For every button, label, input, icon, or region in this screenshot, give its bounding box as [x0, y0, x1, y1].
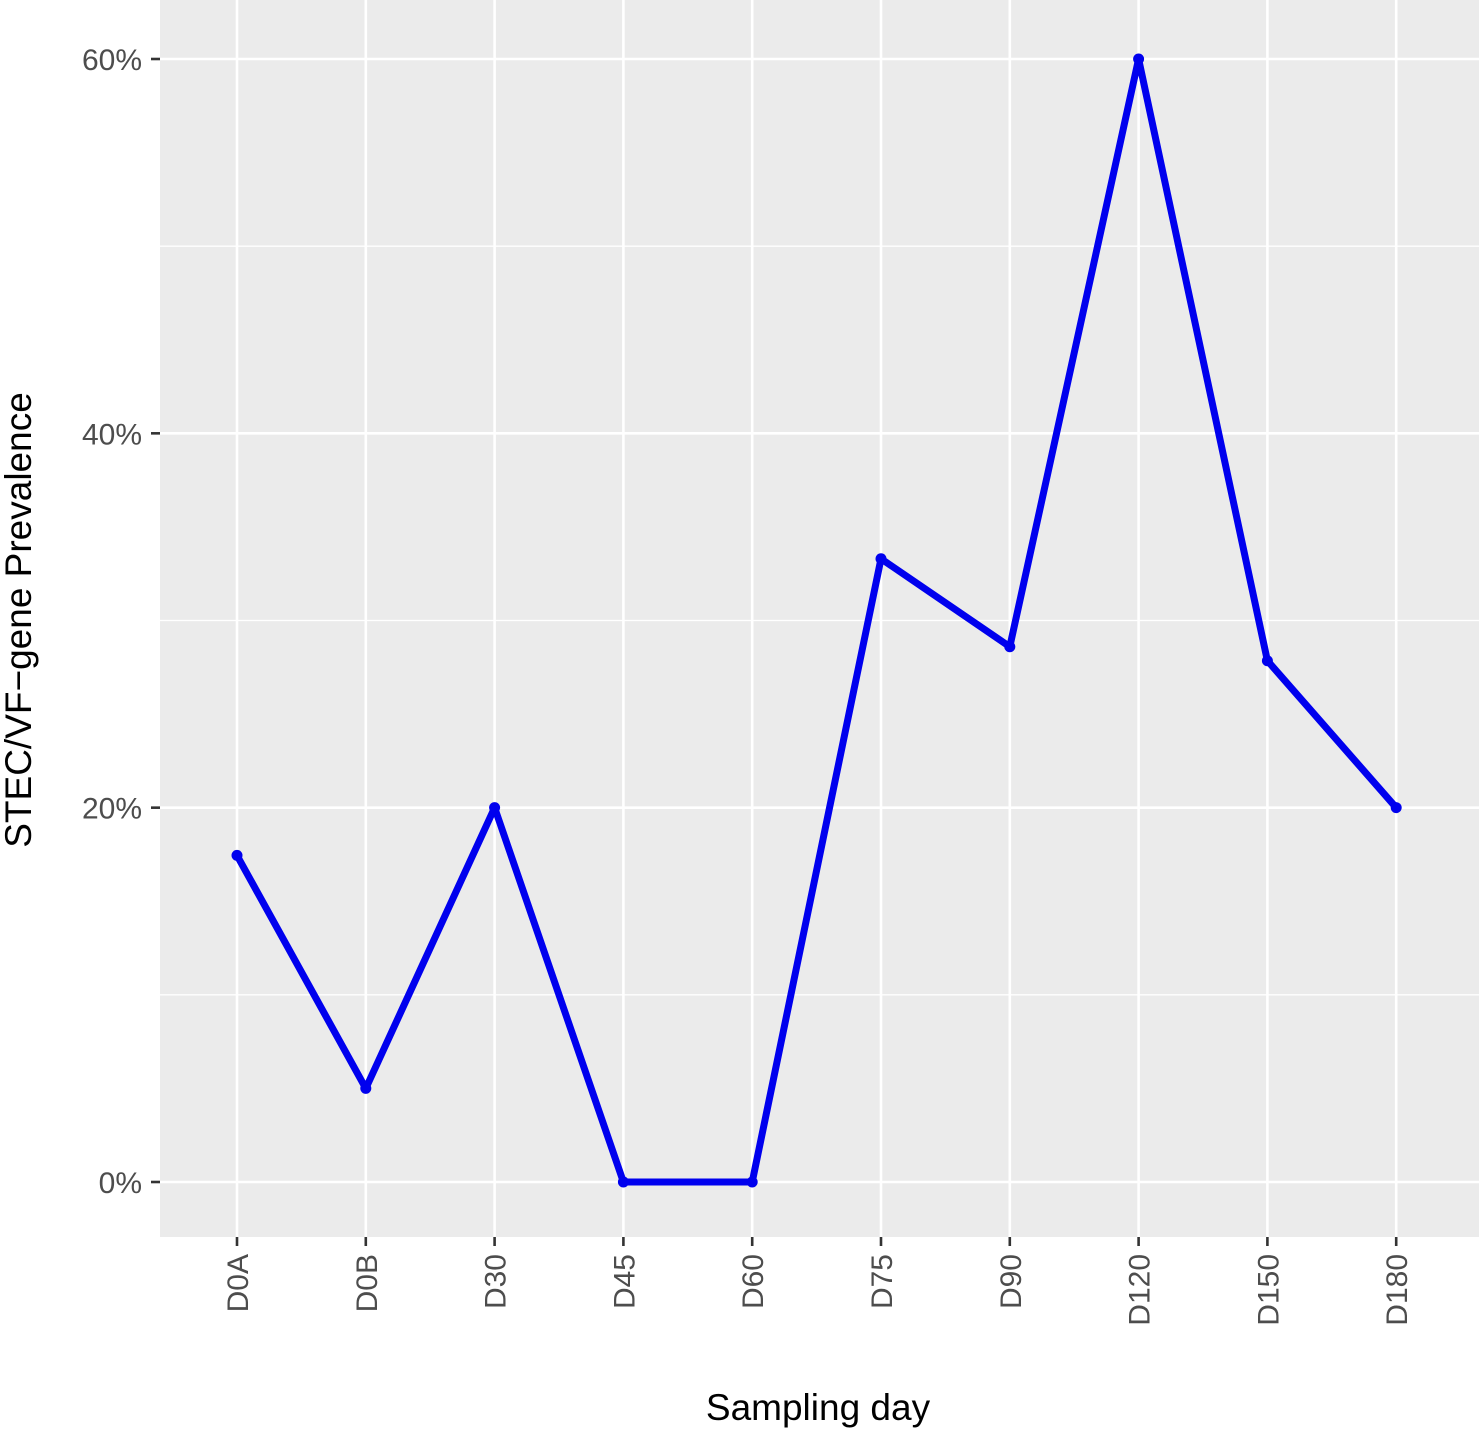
y-tick-label: 0%: [99, 1167, 142, 1200]
x-tick-label: D30: [480, 1254, 513, 1309]
x-tick-label: D60: [737, 1254, 770, 1309]
x-tick-label: D75: [866, 1254, 899, 1309]
y-tick-label: 40%: [82, 418, 142, 451]
x-tick-label: D180: [1381, 1254, 1414, 1326]
data-point: [1133, 53, 1145, 65]
series-layer: [231, 53, 1402, 1188]
major-gridlines: [160, 0, 1479, 1237]
series-line: [233, 55, 1400, 1186]
data-point: [360, 1082, 372, 1094]
data-point: [1004, 641, 1016, 653]
y-axis: 0% 20% 40% 60%: [82, 44, 160, 1200]
x-tick-label: D0B: [351, 1254, 384, 1312]
x-tick-label: D120: [1124, 1254, 1157, 1326]
data-point: [875, 553, 887, 565]
y-tick-label: 20%: [82, 793, 142, 826]
data-point: [617, 1176, 629, 1188]
data-point: [489, 802, 501, 814]
plot-panel: [160, 0, 1479, 1237]
x-axis-title: Sampling day: [706, 1387, 931, 1428]
x-tick-label: D0A: [222, 1254, 255, 1312]
data-point: [1261, 655, 1273, 667]
data-point: [1390, 802, 1402, 814]
x-axis: D0A D0B D30 D45 D60 D75 D90 D120 D150 D180: [222, 1237, 1414, 1326]
y-tick-label: 60%: [82, 44, 142, 77]
x-tick-label: D45: [608, 1254, 641, 1309]
data-point: [231, 849, 243, 861]
y-axis-title: STEC/VF−gene Prevalence: [0, 392, 39, 848]
data-point: [746, 1176, 758, 1188]
x-tick-label: D90: [995, 1254, 1028, 1309]
x-tick-label: D150: [1252, 1254, 1285, 1326]
